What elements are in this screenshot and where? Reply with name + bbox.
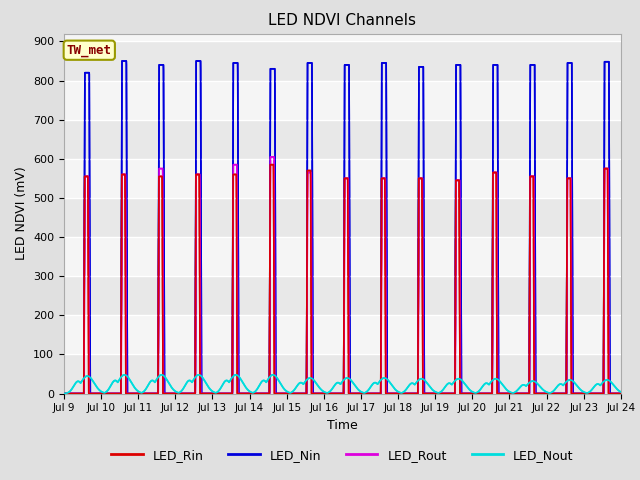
X-axis label: Time: Time <box>327 419 358 432</box>
Bar <box>64 120 621 159</box>
Bar <box>64 159 621 198</box>
Bar <box>64 81 621 120</box>
Bar <box>64 198 621 237</box>
Bar <box>64 354 621 394</box>
Bar <box>64 41 621 81</box>
Text: TW_met: TW_met <box>67 44 112 57</box>
Legend: LED_Rin, LED_Nin, LED_Rout, LED_Nout: LED_Rin, LED_Nin, LED_Rout, LED_Nout <box>106 444 579 467</box>
Y-axis label: LED NDVI (mV): LED NDVI (mV) <box>15 167 28 261</box>
Bar <box>64 315 621 354</box>
Bar <box>64 237 621 276</box>
Bar <box>64 276 621 315</box>
Title: LED NDVI Channels: LED NDVI Channels <box>268 13 417 28</box>
